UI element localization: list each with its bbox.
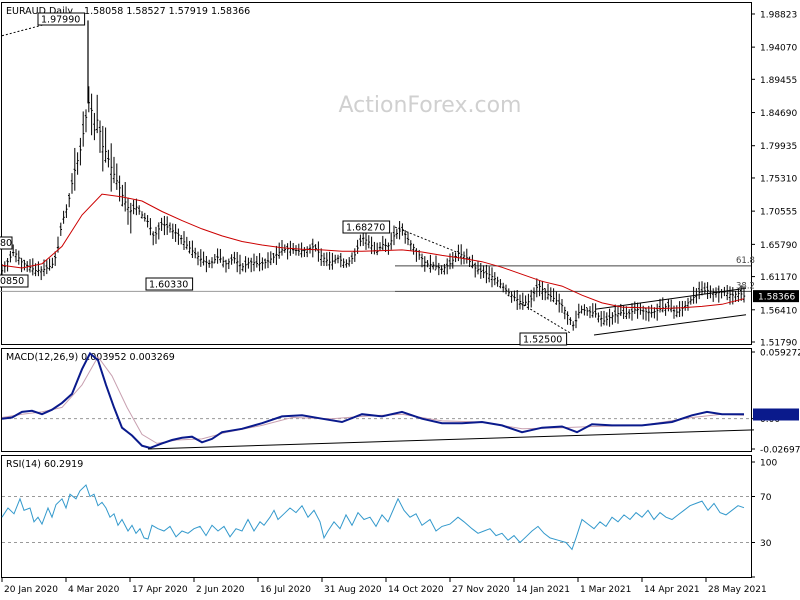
macd-panel (1, 348, 752, 452)
price-tick-label: 1.70555 (760, 208, 797, 218)
time-tick-label: 14 Apr 2021 (644, 585, 700, 595)
rsi-panel (1, 455, 752, 578)
price-axis: 1.98823 1.94070 1.89455 1.84690 1.79935 1.753… (751, 10, 799, 349)
swing-high-label-box (342, 220, 391, 234)
macd-series (1, 351, 755, 450)
time-tick-label: 28 May 2021 (708, 585, 767, 595)
price-tick-label: 1.79935 (760, 142, 797, 152)
symbol-name: EURAUD,Daily (6, 6, 73, 17)
ma-line (1, 193, 745, 310)
macd-trendline (147, 429, 755, 450)
price-tick-label: 1.98823 (760, 10, 797, 20)
macd-value-box (753, 408, 799, 421)
time-tick-label: 20 Jan 2020 (4, 585, 58, 595)
time-tick-label: 27 Nov 2020 (452, 585, 510, 595)
left-label-box (0, 274, 29, 288)
time-tick-label: 2 Jun 2020 (196, 585, 245, 595)
ohlc-values: 1.58058 1.58527 1.57919 1.58366 (84, 6, 250, 17)
rsi-axis: 100 70 30 (751, 459, 777, 578)
symbol-label: EURAUD,Daily 1.58058 1.58527 1.57919 1.5… (6, 6, 250, 17)
macd-line (1, 351, 744, 449)
watermark: ActionForex.com (339, 93, 522, 118)
macd-axis: 0.0592720.00-0.026978 (751, 349, 800, 456)
price-annotations: 1.97990 1.68270 1.60330 1.52500 38.2 61.8 80 08… (0, 12, 755, 346)
support-label-box (145, 277, 194, 291)
price-tick-label: 1.56410 (760, 306, 797, 316)
high-label-box (37, 12, 86, 26)
left-label-box (0, 236, 13, 250)
left-label: 80 (0, 238, 12, 249)
low-label-box (519, 332, 568, 346)
last-price: 1.58366 (758, 293, 795, 303)
time-tick-label: 14 Jan 2021 (516, 585, 570, 595)
rsi-line (1, 484, 745, 551)
fib-38-label: 38.2 (736, 281, 755, 291)
time-tick-label: 17 Apr 2020 (132, 585, 188, 595)
last-price-box (753, 290, 799, 303)
time-axis: 20 Jan 2020 4 Mar 2020 17 Apr 2020 2 Jun 20… (1, 578, 767, 595)
high-label: 1.97990 (41, 15, 80, 26)
time-tick-label: 4 Mar 2020 (68, 585, 120, 595)
price-tick-label: 1.65790 (760, 241, 797, 251)
moving-average (1, 193, 745, 310)
left-label: 0850 (0, 276, 24, 287)
support-label: 1.60330 (149, 280, 188, 291)
fib-61-label: 61.8 (736, 256, 755, 266)
macd-tick-label: -0.026978 (760, 446, 800, 456)
rsi-tick-label: 30 (760, 539, 772, 549)
price-tick-label: 1.51790 (760, 339, 797, 349)
rsi-series (1, 484, 751, 551)
rsi-tick-label: 100 (760, 459, 777, 469)
price-tick-label: 1.94070 (760, 44, 797, 54)
price-tick-label: 1.61170 (760, 273, 797, 283)
price-tick-label: 1.89455 (760, 76, 797, 86)
rsi-tick-label: 70 (760, 493, 772, 503)
time-tick-label: 14 Oct 2020 (388, 585, 444, 595)
macd-signal-line (1, 355, 745, 444)
price-tick-label: 1.84690 (760, 109, 797, 119)
time-tick-label: 16 Jul 2020 (260, 585, 311, 595)
low-label: 1.52500 (523, 335, 562, 346)
price-panel (1, 2, 752, 345)
macd-tick-label: 0.059272 (760, 349, 800, 359)
swing-high-label: 1.68270 (346, 223, 385, 234)
channel-line (593, 314, 747, 336)
macd-label: MACD(12,26,9) 0.003952 0.003269 (6, 352, 175, 363)
time-tick-label: 1 Mar 2021 (580, 585, 631, 595)
rsi-label: RSI(14) 60.2919 (6, 459, 83, 470)
price-tick-label: 1.75310 (760, 174, 797, 184)
time-tick-label: 31 Aug 2020 (324, 585, 382, 595)
